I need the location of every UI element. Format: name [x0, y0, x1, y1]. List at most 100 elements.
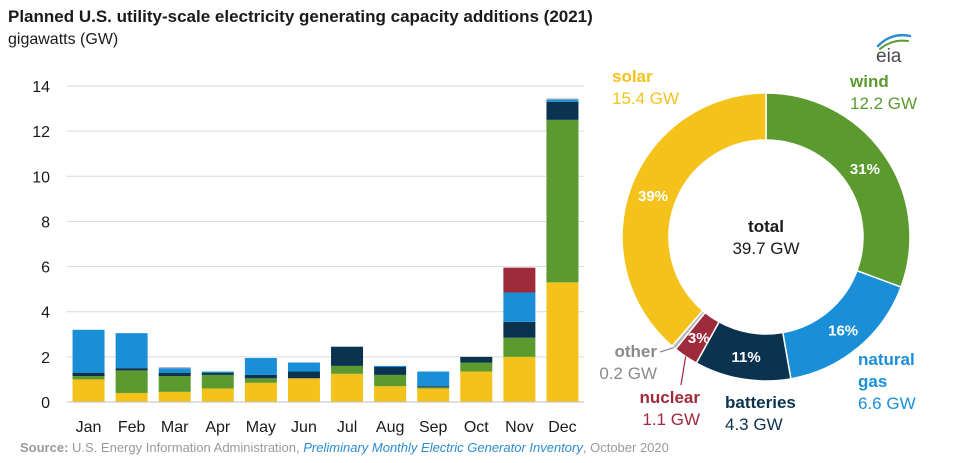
- y-tick-label: 12: [32, 124, 50, 141]
- bar-segment-wind: [331, 365, 364, 374]
- bar-segment-natural-gas: [374, 365, 407, 368]
- slice-name-label: natural: [858, 350, 915, 369]
- x-tick-label: Jan: [76, 419, 102, 436]
- y-tick-label: 10: [32, 169, 50, 186]
- slice-percent-label: 31%: [850, 161, 880, 178]
- bar-segment-solar: [460, 371, 493, 402]
- slice-percent-label: 16%: [828, 323, 858, 340]
- slice-value-label: 12.2 GW: [850, 94, 917, 113]
- bar-segment-solar: [503, 356, 536, 402]
- slice-value-label: 4.3 GW: [725, 415, 783, 434]
- donut-slice-wind: [765, 92, 911, 289]
- bar-segment-solar: [417, 388, 450, 402]
- y-tick-label: 4: [41, 305, 50, 322]
- bar-segment-batteries: [287, 371, 320, 379]
- bar-segment-wind: [201, 374, 234, 389]
- bar-segment-batteries: [72, 372, 105, 377]
- bar-segment-wind: [460, 362, 493, 372]
- bar-segment-natural-gas: [158, 368, 191, 373]
- bar-segment-wind: [72, 376, 105, 380]
- slice-name-label: batteries: [725, 393, 796, 412]
- bar-segment-batteries: [460, 356, 493, 363]
- y-tick-label: 0: [41, 395, 50, 412]
- slice-percent-label: 11%: [732, 349, 761, 366]
- other-leader-line: [659, 347, 675, 353]
- y-tick-label: 6: [41, 260, 50, 277]
- bar-segment-solar: [244, 382, 277, 402]
- bar-segment-batteries: [201, 372, 234, 375]
- x-tick-label: Jul: [337, 419, 357, 436]
- slice-name-label: solar: [612, 67, 653, 86]
- bar-segment-natural-gas: [72, 329, 105, 373]
- bar-segment-solar: [115, 392, 148, 402]
- bar-segment-wind: [374, 374, 407, 387]
- bar-segment-solar: [201, 388, 234, 402]
- slice-name-label: wind: [849, 72, 889, 91]
- bar-segment-other: [158, 367, 191, 369]
- bar-segment-natural-gas: [546, 99, 579, 102]
- chart-title: Planned U.S. utility-scale electricity g…: [8, 7, 593, 26]
- source-label: Source:: [20, 440, 69, 455]
- bar-segment-solar: [374, 386, 407, 402]
- slice-value-label: 0.2 GW: [599, 364, 657, 383]
- x-tick-label: Apr: [205, 419, 231, 436]
- bar-segment-natural-gas: [503, 292, 536, 322]
- bar-segment-natural-gas: [115, 333, 148, 369]
- bar-segment-batteries: [158, 372, 191, 377]
- slice-percent-label: 3%: [688, 330, 710, 347]
- bar-segment-wind: [244, 378, 277, 383]
- y-tick-label: 2: [41, 350, 50, 367]
- source-date: , October 2020: [582, 440, 669, 455]
- slice-name-label: gas: [858, 372, 887, 391]
- x-tick-label: Sep: [419, 419, 448, 436]
- bar-segment-wind: [503, 337, 536, 357]
- bar-segment-solar: [72, 379, 105, 402]
- slice-name-label: nuclear: [640, 388, 701, 407]
- x-tick-label: Oct: [464, 419, 489, 436]
- x-tick-label: Jun: [291, 419, 317, 436]
- nuclear-leader-line: [680, 356, 687, 386]
- bar-segment-wind: [546, 119, 579, 283]
- y-tick-label: 14: [32, 79, 50, 96]
- bar-segment-nuclear: [503, 267, 536, 293]
- x-tick-label: Aug: [376, 419, 404, 436]
- bar-segment-solar: [546, 282, 579, 402]
- bar-segment-batteries: [503, 321, 536, 338]
- bar-segment-wind: [417, 387, 450, 389]
- slice-value-label: 1.1 GW: [642, 410, 700, 429]
- y-tick-label: 8: [41, 214, 50, 231]
- donut-center-label: total: [748, 217, 784, 236]
- bar-segment-natural-gas: [287, 362, 320, 372]
- slice-name-label: other: [615, 342, 658, 361]
- bar-segment-natural-gas: [201, 371, 234, 373]
- bar-segment-batteries: [417, 386, 450, 388]
- bar-segment-natural-gas: [417, 371, 450, 387]
- bar-segment-batteries: [374, 367, 407, 375]
- source-note: Source: U.S. Energy Information Administ…: [20, 440, 669, 455]
- eia-logo-text: eia: [876, 46, 902, 66]
- bar-segment-solar: [331, 373, 364, 402]
- x-tick-label: Feb: [118, 419, 146, 436]
- source-text: U.S. Energy Information Administration,: [72, 440, 300, 455]
- x-tick-label: Mar: [161, 419, 189, 436]
- bar-segment-wind: [115, 370, 148, 393]
- source-publication[interactable]: Preliminary Monthly Electric Generator I…: [303, 440, 583, 455]
- bar-segment-wind: [158, 376, 191, 392]
- donut-slice-solar: [621, 92, 767, 348]
- bar-segment-batteries: [115, 368, 148, 371]
- bar-segment-batteries: [546, 101, 579, 120]
- slice-value-label: 15.4 GW: [612, 89, 679, 108]
- x-tick-label: Nov: [505, 419, 533, 436]
- bar-segment-other: [546, 98, 579, 100]
- bar-segment-natural-gas: [244, 357, 277, 375]
- bar-segment-batteries: [244, 374, 277, 379]
- bar-segment-solar: [287, 378, 320, 402]
- x-tick-label: May: [246, 419, 276, 436]
- bar-segment-solar: [158, 391, 191, 402]
- slice-percent-label: 39%: [638, 188, 668, 205]
- bar-segment-batteries: [331, 346, 364, 366]
- eia-logo: eia: [876, 33, 912, 66]
- slice-value-label: 6.6 GW: [858, 394, 916, 413]
- x-tick-label: Dec: [548, 419, 576, 436]
